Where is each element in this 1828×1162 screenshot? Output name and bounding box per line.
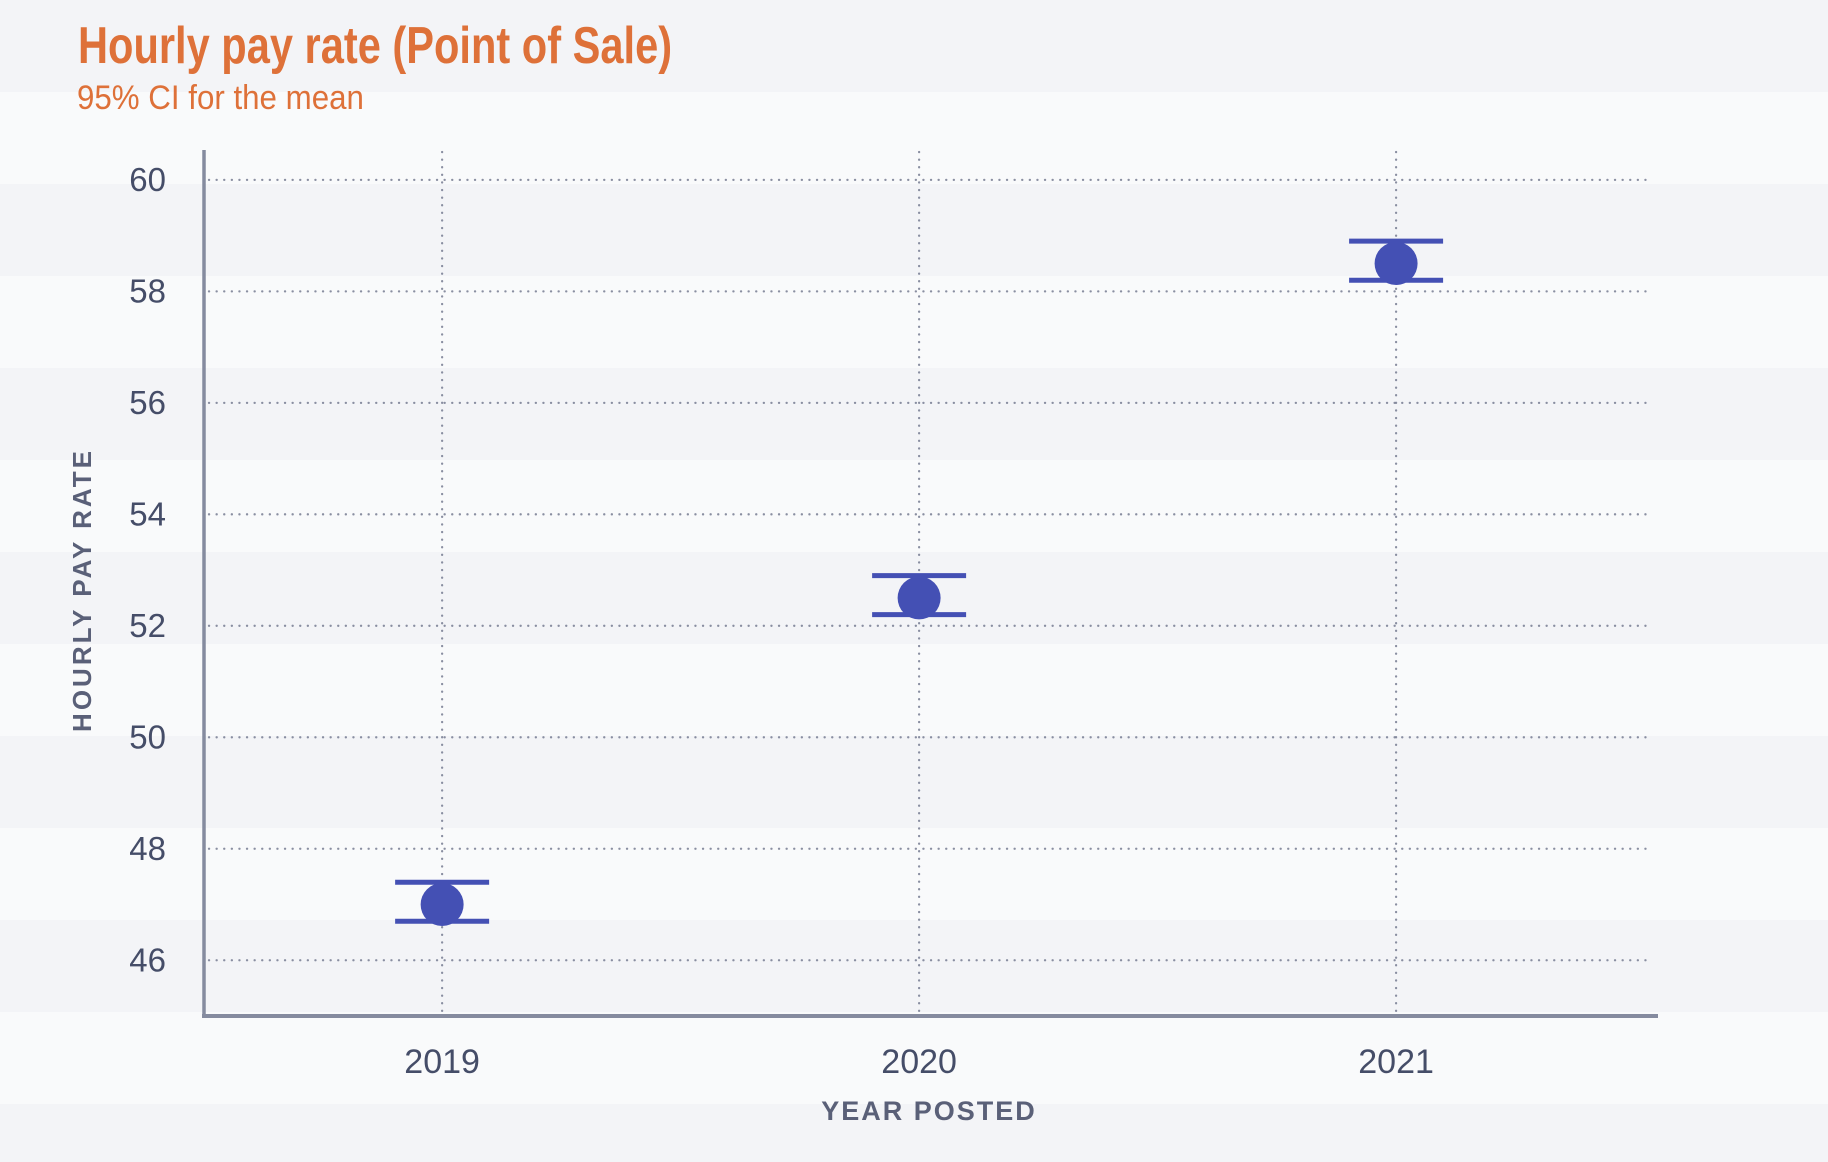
mean-marker [1374, 241, 1418, 285]
y-tick-label-52: 52 [129, 607, 166, 644]
mean-marker [420, 883, 464, 927]
chart-subtitle: 95% CI for the mean [77, 79, 364, 117]
x-axis-title: YEAR POSTED [821, 1096, 1037, 1126]
data-point-2019[interactable] [395, 879, 490, 927]
y-tick-label-60: 60 [129, 161, 166, 198]
x-tick-label-2020: 2020 [881, 1043, 957, 1081]
x-tick-label-2019: 2019 [404, 1043, 480, 1081]
y-tick-label-48: 48 [129, 830, 166, 867]
y-tick-label-54: 54 [129, 495, 166, 532]
y-tick-label-56: 56 [129, 384, 166, 421]
y-axis-title: HOURLY PAY RATE [67, 448, 97, 732]
y-tick-label-58: 58 [129, 272, 166, 309]
x-tick-label-2021: 2021 [1358, 1043, 1434, 1081]
mean-marker [897, 576, 941, 620]
y-tick-label-46: 46 [129, 941, 166, 978]
data-point-2020[interactable] [872, 573, 967, 620]
data-point-2021[interactable] [1349, 238, 1444, 285]
chart-title: Hourly pay rate (Point of Sale) [78, 17, 673, 75]
y-tick-label-50: 50 [129, 718, 166, 755]
